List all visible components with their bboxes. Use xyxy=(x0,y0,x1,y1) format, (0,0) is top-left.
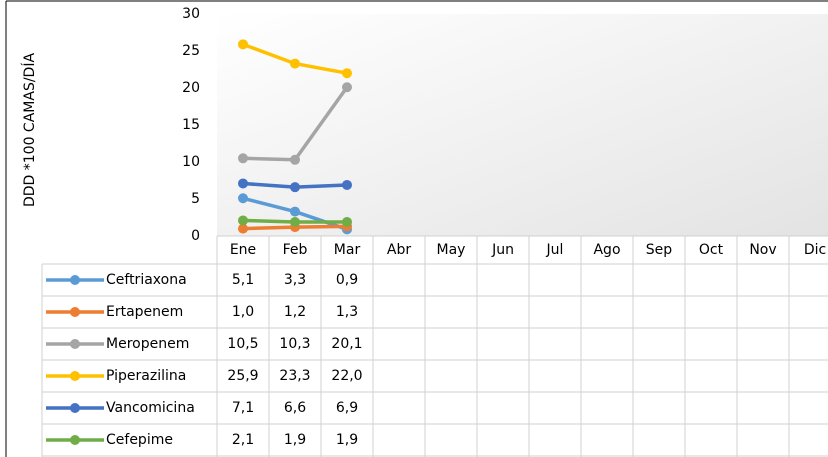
table-cell: 0,9 xyxy=(336,272,358,288)
table-cell: 7,1 xyxy=(232,400,254,416)
series-marker xyxy=(290,206,300,217)
legend-key xyxy=(70,307,80,317)
series-marker xyxy=(238,39,248,50)
y-axis-label: DDD *100 CAMAS/DÍA xyxy=(21,53,38,207)
series-marker xyxy=(238,193,248,204)
x-tick-label: Oct xyxy=(699,242,724,258)
series-marker xyxy=(238,153,248,164)
table-cell: 10,3 xyxy=(279,336,310,352)
legend-label: Ertapenem xyxy=(106,304,183,320)
y-tick-label: 5 xyxy=(191,191,200,207)
x-tick-label: Mar xyxy=(334,242,361,258)
table-cell: 2,1 xyxy=(232,432,254,448)
legend-label: Ceftriaxona xyxy=(106,272,187,288)
x-tick-label: Feb xyxy=(283,242,308,258)
table-cell: 20,1 xyxy=(331,336,362,352)
series-marker xyxy=(342,68,352,79)
y-tick-label: 10 xyxy=(182,154,200,170)
x-tick-label: Sep xyxy=(646,242,673,258)
legend-key xyxy=(70,371,80,381)
series-marker xyxy=(290,216,300,227)
legend-key xyxy=(70,339,80,349)
legend-key xyxy=(70,275,80,285)
table-cell: 1,9 xyxy=(284,432,306,448)
x-tick-label: Jul xyxy=(546,242,564,258)
y-tick-label: 15 xyxy=(182,117,200,133)
table-cell: 1,3 xyxy=(336,304,358,320)
table-cell: 6,9 xyxy=(336,400,358,416)
x-tick-label: Abr xyxy=(387,242,411,258)
series-marker xyxy=(342,216,352,227)
legend-key xyxy=(70,435,80,445)
table-cell: 22,0 xyxy=(331,368,362,384)
series-marker xyxy=(342,179,352,190)
table-cell: 1,9 xyxy=(336,432,358,448)
table-cell: 1,0 xyxy=(232,304,254,320)
y-tick-label: 25 xyxy=(182,43,200,59)
x-tick-label: Jun xyxy=(491,242,514,258)
table-cell: 6,6 xyxy=(284,400,306,416)
table-cell: 25,9 xyxy=(227,368,258,384)
table-cell: 1,2 xyxy=(284,304,306,320)
table-cell: 10,5 xyxy=(227,336,258,352)
legend-key xyxy=(70,403,80,413)
legend-label: Piperazilina xyxy=(106,368,186,384)
y-tick-label: 20 xyxy=(182,80,200,96)
table-cell: 5,1 xyxy=(232,272,254,288)
y-tick-label: 30 xyxy=(182,6,200,22)
x-tick-label: May xyxy=(437,242,466,258)
x-tick-label: Ago xyxy=(593,242,620,258)
series-marker xyxy=(290,58,300,69)
x-tick-label: Ene xyxy=(230,242,256,258)
y-tick-label: 0 xyxy=(191,228,200,244)
table-cell: 23,3 xyxy=(279,368,310,384)
series-marker xyxy=(342,82,352,93)
table-cell: 3,3 xyxy=(284,272,306,288)
series-marker xyxy=(290,154,300,165)
series-marker xyxy=(238,223,248,234)
x-tick-label: Nov xyxy=(749,242,776,258)
legend-label: Cefepime xyxy=(106,432,173,448)
legend-label: Meropenem xyxy=(106,336,189,352)
plot-area xyxy=(217,14,828,236)
series-marker xyxy=(238,178,248,189)
x-tick-label: Dic xyxy=(804,242,826,258)
legend-label: Vancomicina xyxy=(106,400,195,416)
series-marker xyxy=(290,182,300,193)
series-marker xyxy=(238,215,248,226)
